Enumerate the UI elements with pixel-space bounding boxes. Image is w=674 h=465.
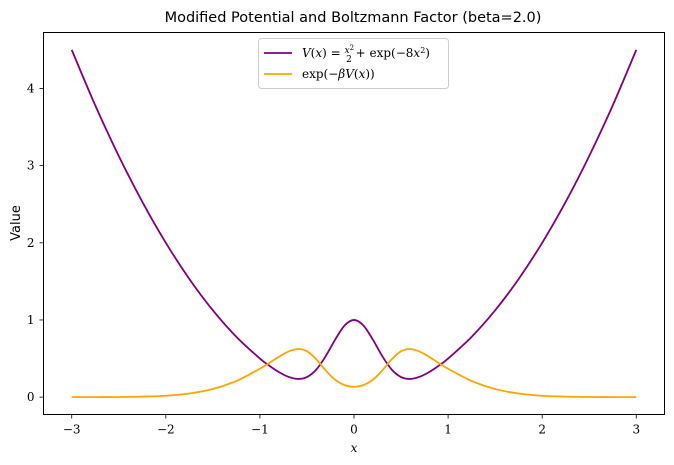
legend-frame: [258, 38, 449, 89]
y-tick-label: 0: [27, 390, 35, 404]
x-tick-label: −1: [251, 423, 269, 437]
y-axis: 0 1 2 3 4: [27, 81, 44, 404]
x-tick-label: 0: [350, 423, 358, 437]
legend-label-boltzmann: exp(−βV(x)): [302, 67, 375, 81]
x-axis: −3 −2 −1 0 1 2 3: [63, 414, 640, 437]
chart-title: Modified Potential and Boltzmann Factor …: [165, 10, 542, 26]
plot-area: [70, 49, 638, 399]
x-tick-label: −2: [157, 423, 175, 437]
series-line-boltzmann: [71, 348, 637, 399]
y-tick-label: 1: [27, 313, 35, 327]
x-tick-label: −3: [63, 423, 81, 437]
y-tick-label: 2: [27, 236, 35, 250]
y-tick-label: 3: [27, 159, 35, 173]
x-tick-label: 3: [632, 423, 640, 437]
legend: V(x) = x2 2 + exp(−8x2) exp(−βV(x)): [258, 38, 449, 89]
x-tick-label: 2: [538, 423, 546, 437]
series-line-potential: [70, 49, 638, 380]
x-tick-label: 1: [444, 423, 452, 437]
y-tick-label: 4: [27, 81, 35, 95]
legend-label-potential: V(x) = x2 2 + exp(−8x2): [302, 44, 430, 65]
x-axis-label: x: [351, 441, 358, 455]
y-axis-label: Value: [9, 205, 24, 241]
plot-frame: [43, 32, 665, 415]
